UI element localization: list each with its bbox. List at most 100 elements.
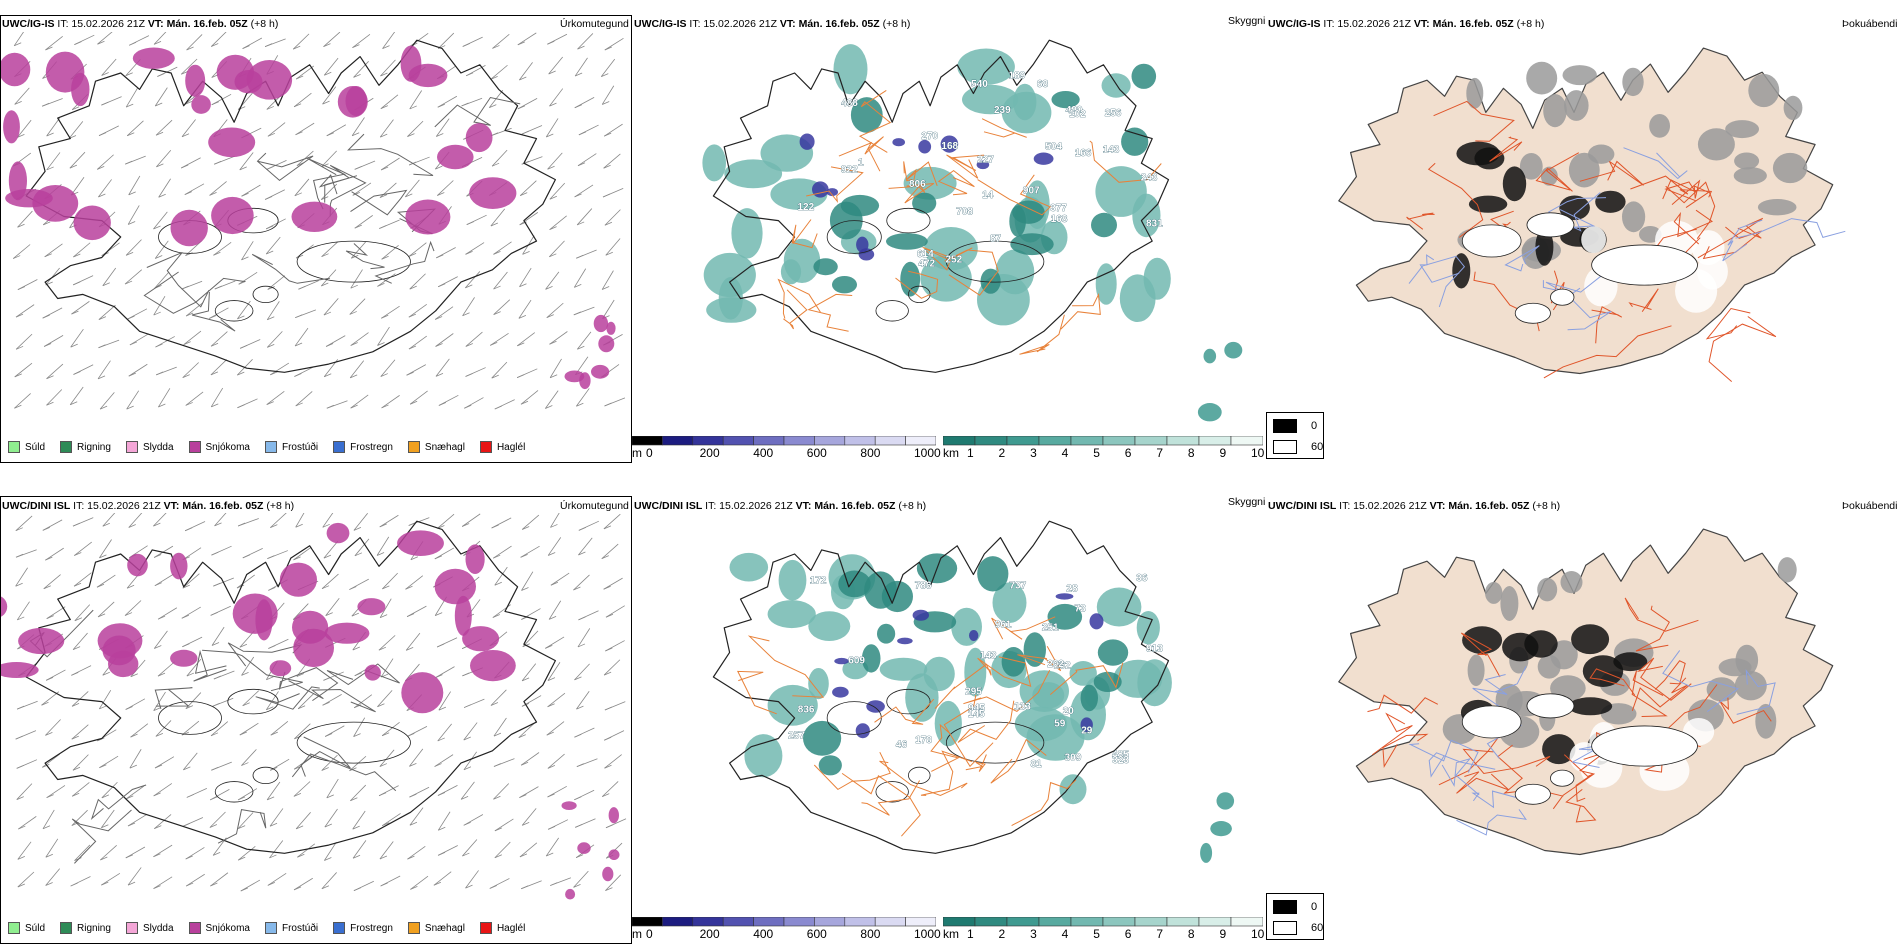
wind-barb-flag (186, 46, 194, 51)
fog-legend-top: 0 60 (1266, 412, 1324, 459)
wind-barb-flag (153, 792, 161, 797)
ceiling-label: 73 (1075, 603, 1087, 614)
wind-barb-flag (380, 133, 388, 138)
field-blob (1733, 167, 1767, 185)
road-line (934, 663, 992, 709)
wind-barb-flag (97, 737, 105, 742)
colorbar-segment (722, 917, 754, 927)
wind-barb-flag (490, 702, 499, 706)
wind-barb-flag (351, 612, 360, 617)
wind-barb (381, 721, 400, 737)
wind-barb (573, 268, 587, 288)
wind-barb (576, 690, 590, 710)
wind-barb-flag (130, 733, 138, 738)
ceiling-label: 36 (1136, 573, 1148, 584)
legend-label: Rigning (77, 922, 111, 934)
wind-barb (96, 574, 116, 588)
field-blob (324, 622, 370, 644)
ceiling-label: 737 (1010, 580, 1027, 591)
wind-barb (408, 335, 427, 350)
wind-barb (351, 117, 365, 136)
wind-barb-flag (354, 224, 362, 229)
field-blob (400, 45, 422, 82)
colorbar-segment (753, 917, 785, 927)
wind-barb (574, 184, 594, 198)
wind-barb-flag (492, 45, 500, 49)
glacier-outline (1461, 705, 1522, 739)
legend-swatch (407, 441, 420, 453)
wind-barb (124, 600, 142, 616)
ceiling-label: 178 (915, 735, 932, 746)
wind-barb-flag (154, 582, 163, 587)
wind-barb-flag (323, 677, 331, 681)
wind-barb (74, 844, 91, 861)
wind-barb (546, 721, 565, 736)
colorbar-segment (1230, 917, 1263, 927)
field-blob (18, 627, 65, 655)
wind-barb (71, 782, 90, 797)
wind-barb (15, 304, 35, 318)
glacier-outline (214, 300, 254, 322)
wind-barb-flag (128, 221, 136, 225)
colorbar-tick-label: 800 (860, 927, 881, 941)
field-blob (833, 44, 868, 95)
wind-barb-flag (293, 45, 301, 50)
road-line (326, 663, 400, 686)
wind-barb (493, 271, 508, 290)
wind-barb (410, 875, 429, 890)
field-blob (1485, 581, 1503, 604)
wind-barb (434, 754, 454, 767)
wind-barb (409, 390, 428, 405)
wind-barb-flag (377, 283, 385, 287)
wind-barb-flag (326, 404, 334, 409)
ceiling-label: 490 (1066, 105, 1083, 116)
ceiling-label: 252 (946, 255, 963, 266)
wind-barb (154, 87, 168, 107)
ceiling-label: 81 (1031, 759, 1043, 770)
field-blob (767, 600, 816, 629)
wind-barb-flag (550, 882, 558, 886)
visibility-ticks: 1 2 3 4 5 6 7 8 9 10 (943, 446, 1264, 462)
wind-barb-flag (605, 887, 613, 891)
wind-barb-flag (240, 887, 248, 892)
wind-barb (186, 34, 203, 51)
road-line (747, 635, 825, 698)
precip-title-bottom: Úrkomutegund (560, 500, 629, 512)
wind-barb-flag (98, 132, 107, 136)
wind-barb (101, 809, 115, 828)
wind-barb-flag (573, 586, 581, 591)
wind-barb-flag (493, 554, 501, 559)
field-blob (1096, 587, 1142, 627)
wind-barb-flag (380, 72, 388, 77)
wind-barb (521, 514, 540, 530)
wind-barb (547, 692, 566, 708)
field-blob (279, 562, 317, 597)
field-blob (565, 888, 576, 900)
wind-barb-flag (98, 316, 107, 320)
legend-swatch (479, 922, 492, 934)
wind-barb-flag (382, 585, 390, 590)
wind-barb-flag (153, 41, 162, 45)
wind-barb (376, 536, 390, 556)
wind-barb-flag (407, 732, 415, 737)
wind-barb (241, 184, 261, 197)
wind-barb-flag (435, 372, 444, 377)
wind-barb-flag (236, 584, 245, 589)
wind-barb-flag (408, 313, 417, 318)
wind-barb-flag (435, 165, 443, 170)
wind-barb (322, 694, 342, 706)
wind-barb (242, 690, 259, 707)
wind-barb-flag (124, 612, 133, 616)
wind-barb-flag (325, 343, 334, 347)
wind-barb (492, 33, 510, 49)
wind-barb-flag (42, 314, 50, 319)
wind-barb (182, 547, 202, 561)
wind-barb (98, 179, 112, 198)
wind-barb-flag (269, 822, 278, 827)
visibility-unit: km (943, 927, 959, 941)
wind-barb-flag (16, 796, 24, 800)
wind-barb (124, 269, 143, 285)
wind-barb-flag (324, 373, 332, 378)
wind-barb-flag (493, 795, 501, 800)
wind-barb (323, 57, 339, 76)
